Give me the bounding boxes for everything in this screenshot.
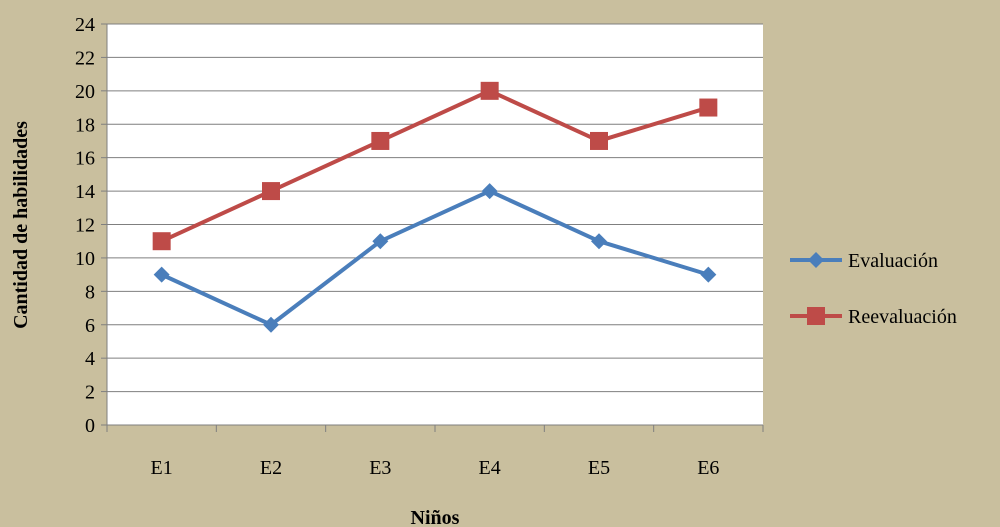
diamond-marker xyxy=(808,252,824,268)
y-axis-title: Cantidad de habilidades xyxy=(10,121,32,329)
square-marker xyxy=(371,131,390,150)
x-tick-labels: E1 E2 E3 E4 E5 E6 xyxy=(151,457,720,479)
x-tick-label: E6 xyxy=(697,457,719,479)
square-marker xyxy=(152,232,171,251)
diamond-marker xyxy=(591,233,607,250)
y-tick-label: 0 xyxy=(85,415,95,437)
x-axis-title: Niños xyxy=(411,507,460,527)
series-evaluación xyxy=(153,183,717,333)
series-reevaluación xyxy=(152,81,718,251)
y-tick-label: 4 xyxy=(85,348,95,370)
series-line xyxy=(160,88,709,244)
legend-label: Evaluación xyxy=(848,250,938,272)
square-marker xyxy=(480,81,499,100)
legend-label: Reevaluación xyxy=(848,306,957,328)
y-tick-label: 20 xyxy=(75,81,95,103)
square-marker xyxy=(699,98,718,117)
legend: Evaluación Reevaluación xyxy=(790,250,957,328)
x-tick-label: E1 xyxy=(151,457,173,479)
square-marker xyxy=(590,131,608,150)
y-tick-label: 24 xyxy=(75,14,95,36)
diamond-marker xyxy=(153,266,170,283)
y-tick-label: 10 xyxy=(75,248,95,270)
diamond-marker xyxy=(372,233,389,250)
y-tick-label: 14 xyxy=(75,181,95,203)
y-tick-label: 8 xyxy=(85,281,95,303)
series-line xyxy=(160,189,709,327)
x-tick-label: E5 xyxy=(588,457,610,479)
y-tick-label: 16 xyxy=(75,148,95,170)
y-tick-label: 22 xyxy=(75,47,95,69)
x-tick-label: E4 xyxy=(479,457,501,479)
gridlines xyxy=(107,23,763,393)
series-group xyxy=(152,81,718,333)
y-tick-label: 18 xyxy=(75,114,95,136)
y-tick-label: 12 xyxy=(75,215,95,237)
square-marker xyxy=(807,307,825,325)
y-tick-label: 6 xyxy=(85,315,95,337)
x-tick-label: E2 xyxy=(260,457,282,479)
legend-item: Reevaluación xyxy=(790,306,957,328)
axes xyxy=(101,23,764,432)
square-marker xyxy=(262,182,280,201)
diamond-marker xyxy=(700,266,717,283)
y-tick-label: 2 xyxy=(85,382,95,404)
x-tick-label: E3 xyxy=(369,457,391,479)
diamond-marker xyxy=(263,316,279,333)
diamond-marker xyxy=(481,183,498,200)
legend-item: Evaluación xyxy=(790,250,938,272)
